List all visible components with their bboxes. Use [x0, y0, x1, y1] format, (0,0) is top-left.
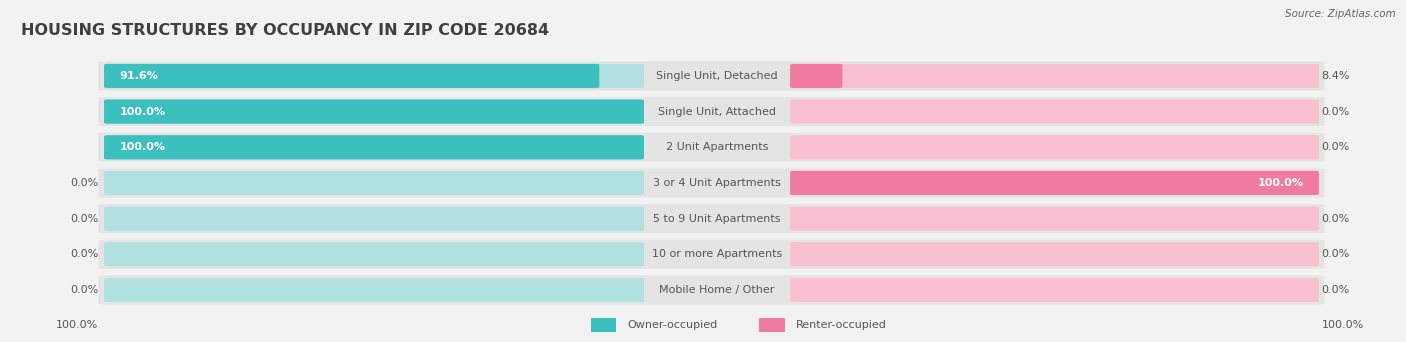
Text: Single Unit, Detached: Single Unit, Detached — [657, 71, 778, 81]
FancyBboxPatch shape — [98, 240, 1324, 269]
Text: Owner-occupied: Owner-occupied — [627, 320, 717, 330]
FancyBboxPatch shape — [104, 64, 644, 88]
FancyBboxPatch shape — [104, 171, 644, 195]
FancyBboxPatch shape — [104, 100, 644, 124]
FancyBboxPatch shape — [98, 204, 1324, 233]
FancyBboxPatch shape — [790, 64, 842, 88]
Text: 0.0%: 0.0% — [1322, 214, 1350, 224]
Text: 100.0%: 100.0% — [120, 142, 166, 152]
Text: 0.0%: 0.0% — [70, 249, 98, 259]
FancyBboxPatch shape — [98, 169, 1324, 197]
Text: HOUSING STRUCTURES BY OCCUPANCY IN ZIP CODE 20684: HOUSING STRUCTURES BY OCCUPANCY IN ZIP C… — [21, 23, 550, 38]
Text: 8.4%: 8.4% — [1322, 71, 1350, 81]
FancyBboxPatch shape — [790, 100, 1319, 124]
FancyBboxPatch shape — [790, 171, 1319, 195]
FancyBboxPatch shape — [98, 62, 1324, 90]
FancyBboxPatch shape — [104, 278, 644, 302]
Text: 3 or 4 Unit Apartments: 3 or 4 Unit Apartments — [654, 178, 780, 188]
Text: 0.0%: 0.0% — [1322, 285, 1350, 295]
Text: 10 or more Apartments: 10 or more Apartments — [652, 249, 782, 259]
FancyBboxPatch shape — [104, 207, 644, 231]
Text: 100.0%: 100.0% — [56, 320, 98, 330]
Text: 5 to 9 Unit Apartments: 5 to 9 Unit Apartments — [654, 214, 780, 224]
FancyBboxPatch shape — [790, 171, 1319, 195]
FancyBboxPatch shape — [104, 100, 644, 124]
FancyBboxPatch shape — [104, 135, 644, 159]
Text: 0.0%: 0.0% — [1322, 142, 1350, 152]
Text: 0.0%: 0.0% — [70, 285, 98, 295]
Text: 91.6%: 91.6% — [120, 71, 159, 81]
FancyBboxPatch shape — [98, 133, 1324, 162]
FancyBboxPatch shape — [591, 318, 616, 332]
FancyBboxPatch shape — [98, 97, 1324, 126]
Text: 0.0%: 0.0% — [1322, 249, 1350, 259]
Text: Mobile Home / Other: Mobile Home / Other — [659, 285, 775, 295]
Text: 100.0%: 100.0% — [1322, 320, 1364, 330]
Text: Single Unit, Attached: Single Unit, Attached — [658, 107, 776, 117]
FancyBboxPatch shape — [104, 135, 644, 159]
FancyBboxPatch shape — [104, 242, 644, 266]
FancyBboxPatch shape — [104, 64, 599, 88]
FancyBboxPatch shape — [790, 242, 1319, 266]
FancyBboxPatch shape — [790, 135, 1319, 159]
FancyBboxPatch shape — [790, 207, 1319, 231]
Text: 0.0%: 0.0% — [1322, 107, 1350, 117]
Text: 2 Unit Apartments: 2 Unit Apartments — [666, 142, 768, 152]
Text: Source: ZipAtlas.com: Source: ZipAtlas.com — [1285, 9, 1396, 19]
FancyBboxPatch shape — [790, 278, 1319, 302]
FancyBboxPatch shape — [790, 64, 1319, 88]
Text: 100.0%: 100.0% — [1257, 178, 1303, 188]
FancyBboxPatch shape — [759, 318, 785, 332]
Text: 100.0%: 100.0% — [120, 107, 166, 117]
Text: 0.0%: 0.0% — [70, 178, 98, 188]
Text: Renter-occupied: Renter-occupied — [796, 320, 887, 330]
Text: 0.0%: 0.0% — [70, 214, 98, 224]
FancyBboxPatch shape — [98, 276, 1324, 304]
